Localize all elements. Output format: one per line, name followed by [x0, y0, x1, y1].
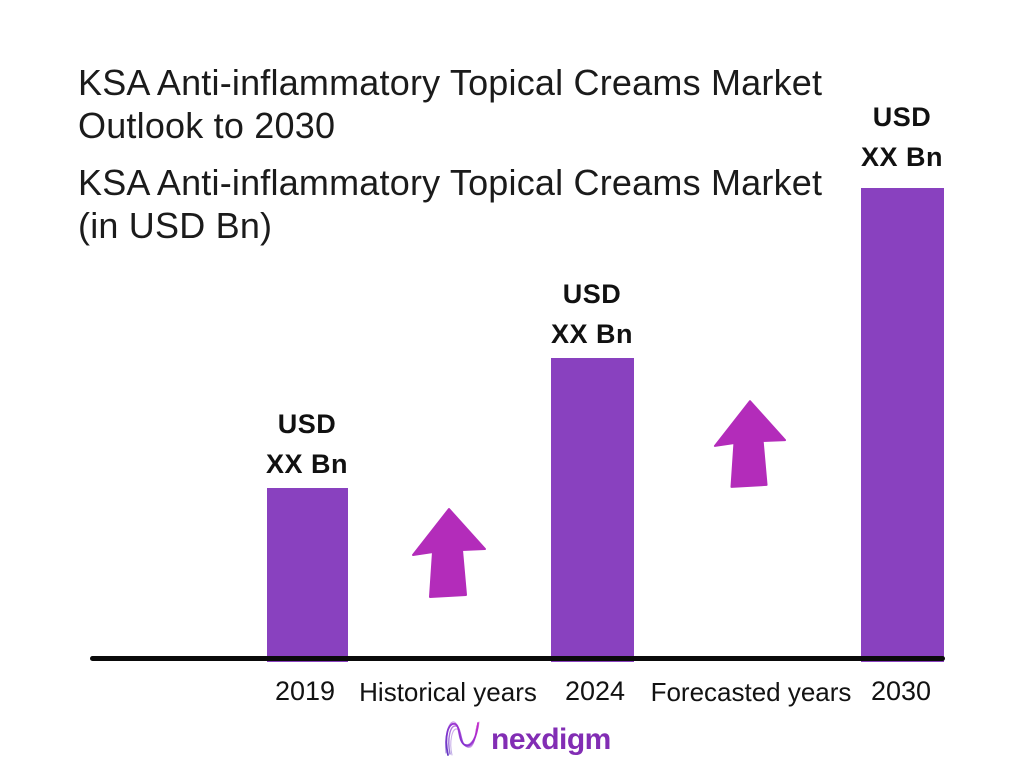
chart-title-line1: KSA Anti-inflammatory Topical Creams Mar… — [78, 62, 823, 103]
x-axis-line — [90, 656, 945, 661]
bar-value-2024-amount: XX Bn — [550, 319, 633, 349]
bar-value-2024-currency: USD — [562, 279, 622, 309]
bar-value-label-2030: USD XX Bn — [817, 97, 987, 177]
annotation-forecasted-years: Forecasted years — [650, 677, 852, 707]
x-tick-2019: 2019 — [274, 676, 336, 706]
nexdigm-logo-text: nexdigm — [491, 723, 611, 756]
bar-value-label-2024: USD XX Bn — [507, 274, 677, 354]
growth-arrow-historical — [409, 507, 489, 599]
bar-2030 — [861, 188, 944, 662]
chart-subtitle-line1: KSA Anti-inflammatory Topical Creams Mar… — [78, 162, 823, 203]
bar-value-label-2019: USD XX Bn — [222, 404, 392, 484]
x-tick-2024: 2024 — [564, 676, 626, 706]
chart-subtitle-line2: (in USD Bn) — [78, 205, 273, 246]
growth-arrow-forecasted — [711, 399, 789, 489]
x-tick-2030: 2030 — [870, 676, 932, 706]
bar-2019 — [267, 488, 348, 662]
annotation-historical-years: Historical years — [359, 677, 537, 707]
chart-subtitle: KSA Anti-inflammatory Topical Creams Mar… — [78, 161, 898, 247]
bar-value-2030-currency: USD — [872, 102, 932, 132]
up-arrow-icon — [713, 400, 787, 488]
bar-value-2019-currency: USD — [277, 409, 337, 439]
up-arrow-icon — [412, 508, 486, 598]
bar-value-2030-amount: XX Bn — [860, 142, 943, 172]
nexdigm-logo-icon — [441, 716, 487, 762]
chart-title: KSA Anti-inflammatory Topical Creams Mar… — [78, 61, 898, 147]
bar-value-2019-amount: XX Bn — [265, 449, 348, 479]
chart-title-line2: Outlook to 2030 — [78, 105, 336, 146]
bar-2024 — [551, 358, 634, 662]
